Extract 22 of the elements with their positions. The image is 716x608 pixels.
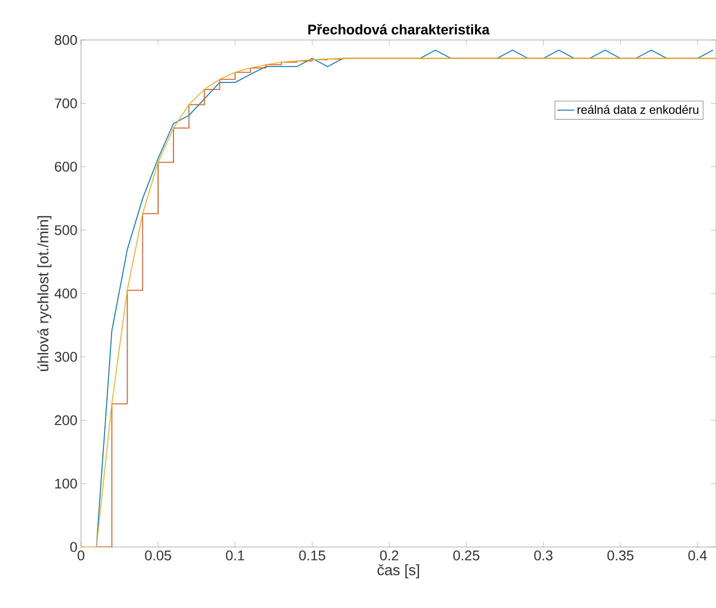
- x-axis-title: čas [s]: [378, 564, 420, 578]
- chart-title: Přechodová charakteristika: [308, 24, 490, 35]
- x-tick-label: 0: [78, 550, 84, 560]
- y-tick-label: 500: [54, 225, 77, 236]
- y-tick-label: 600: [54, 162, 77, 172]
- y-tick-label: 100: [55, 478, 77, 489]
- y-tick-label: 800: [54, 35, 77, 45]
- y-tick-label: 0: [70, 542, 77, 552]
- x-tick-label: 0.4: [688, 550, 707, 560]
- x-tick-label: 0.25: [453, 550, 480, 560]
- x-tick-label: 0.15: [299, 550, 326, 560]
- x-tick-label: 0.05: [145, 550, 172, 560]
- y-tick-label: 300: [54, 352, 77, 362]
- x-tick-label: 0.1: [226, 550, 244, 560]
- y-tick-label: 400: [54, 288, 77, 298]
- legend-label: reálná data z enkodéru: [578, 105, 698, 114]
- x-tick-label: 0.35: [607, 550, 634, 560]
- y-axis-title: úhlová rychlost [ot./min]: [37, 216, 52, 371]
- y-tick-label: 200: [54, 415, 77, 426]
- x-tick-label: 0.2: [380, 550, 398, 560]
- x-tick-label: 0.3: [534, 550, 552, 560]
- y-tick-label: 700: [54, 98, 77, 108]
